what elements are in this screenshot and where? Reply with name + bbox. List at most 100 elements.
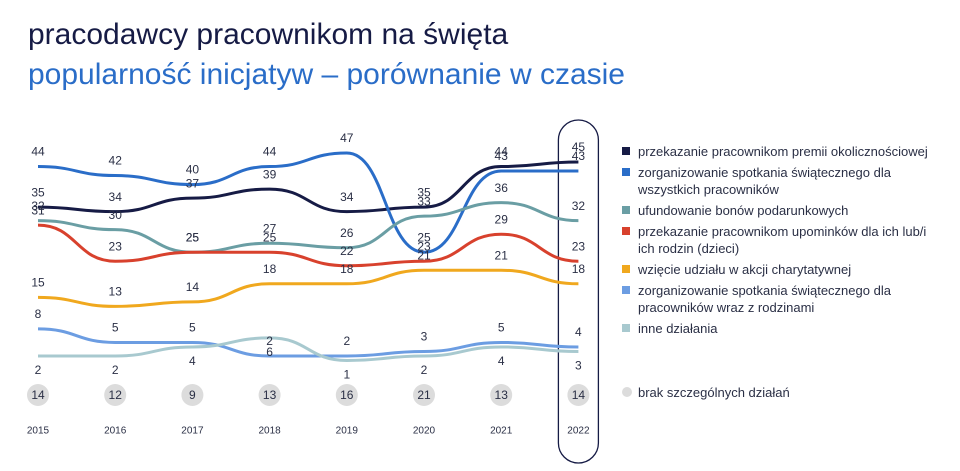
value-label: 33 bbox=[417, 194, 431, 208]
value-label: 3 bbox=[575, 359, 582, 373]
value-label: 4 bbox=[575, 325, 582, 339]
value-label: 31 bbox=[31, 203, 45, 217]
series-line bbox=[37, 268, 579, 308]
series-line bbox=[37, 327, 579, 358]
baseline-marker bbox=[567, 384, 590, 406]
legend-item: zorganizowanie spotkania świątecznego dl… bbox=[622, 164, 942, 198]
value-label: 5 bbox=[112, 321, 119, 335]
baseline-label: 9 bbox=[189, 388, 196, 402]
value-label: 43 bbox=[495, 149, 509, 163]
legend-item: brak szczególnych działań bbox=[622, 384, 942, 401]
baseline-marker bbox=[490, 384, 513, 406]
value-label: 13 bbox=[109, 285, 123, 299]
value-label: 18 bbox=[572, 262, 586, 276]
value-label: 5 bbox=[498, 321, 505, 335]
legend-swatch bbox=[622, 227, 630, 235]
baseline-label: 14 bbox=[572, 388, 586, 402]
value-label: 44 bbox=[495, 145, 509, 159]
value-label: 2 bbox=[421, 363, 428, 377]
series-line bbox=[37, 160, 579, 214]
value-label: 25 bbox=[186, 230, 200, 244]
legend-label: inne działania bbox=[638, 321, 718, 336]
series-line bbox=[37, 336, 579, 362]
legend-label: wzięcie udziału w akcji charytatywnej bbox=[638, 262, 852, 277]
value-label: 44 bbox=[263, 145, 277, 159]
baseline-marker bbox=[258, 384, 281, 406]
legend-item: ufundowanie bonów podarunkowych bbox=[622, 202, 942, 219]
legend-label: ufundowanie bonów podarunkowych bbox=[638, 203, 849, 218]
value-label: 2 bbox=[343, 334, 350, 348]
value-label: 2 bbox=[266, 334, 273, 348]
baseline-marker bbox=[181, 384, 204, 406]
baseline-label: 16 bbox=[340, 388, 354, 402]
series-line bbox=[37, 151, 579, 254]
value-label: 34 bbox=[340, 190, 354, 204]
value-label: 45 bbox=[572, 140, 586, 154]
value-label: 4 bbox=[189, 354, 196, 368]
value-label: 34 bbox=[109, 190, 123, 204]
value-label: 42 bbox=[109, 154, 123, 168]
legend-item: przekazanie pracownikom upominków dla ic… bbox=[622, 223, 942, 257]
legend-label: przekazanie pracownikom upominków dla ic… bbox=[638, 224, 927, 256]
value-label: 6 bbox=[266, 345, 273, 359]
value-label: 3 bbox=[421, 330, 428, 344]
legend-label: zorganizowanie spotkania świątecznego dl… bbox=[638, 165, 891, 197]
value-label: 30 bbox=[109, 208, 123, 222]
x-tick-label: 2018 bbox=[258, 426, 281, 437]
value-label: 2 bbox=[112, 363, 119, 377]
value-label: 26 bbox=[340, 226, 354, 240]
value-label: 25 bbox=[417, 230, 431, 244]
value-label: 27 bbox=[263, 221, 277, 235]
value-label: 35 bbox=[417, 185, 431, 199]
value-label: 18 bbox=[340, 262, 354, 276]
baseline-label: 12 bbox=[109, 388, 123, 402]
legend-swatch bbox=[622, 387, 632, 397]
baseline-marker bbox=[104, 384, 127, 406]
value-label: 14 bbox=[186, 280, 200, 294]
value-label: 43 bbox=[572, 149, 586, 163]
baseline-label: 14 bbox=[31, 388, 45, 402]
legend-label: zorganizowanie spotkania świątecznego dl… bbox=[638, 283, 891, 315]
value-label: 22 bbox=[340, 244, 354, 258]
x-tick-label: 2016 bbox=[104, 426, 127, 437]
value-label: 1 bbox=[343, 368, 350, 382]
value-label: 15 bbox=[31, 276, 45, 290]
value-label: 5 bbox=[189, 321, 196, 335]
x-tick-label: 2020 bbox=[413, 426, 436, 437]
value-label: 32 bbox=[31, 199, 45, 213]
value-label: 21 bbox=[417, 248, 431, 262]
value-label: 2 bbox=[35, 363, 42, 377]
value-label: 21 bbox=[495, 248, 509, 262]
value-label: 40 bbox=[186, 163, 200, 177]
legend-swatch bbox=[622, 324, 630, 332]
value-label: 23 bbox=[572, 239, 586, 253]
x-tick-label: 2015 bbox=[27, 426, 50, 437]
legend-swatch bbox=[622, 147, 630, 155]
baseline-marker bbox=[335, 384, 358, 406]
legend-item: przekazanie pracownikom premii okoliczno… bbox=[622, 143, 942, 160]
legend-item: zorganizowanie spotkania świątecznego dl… bbox=[622, 282, 942, 316]
legend-item: wzięcie udziału w akcji charytatywnej bbox=[622, 261, 942, 278]
value-label: 39 bbox=[263, 167, 277, 181]
value-label: 44 bbox=[31, 145, 45, 159]
value-label: 47 bbox=[340, 131, 354, 145]
legend-label: przekazanie pracownikom premii okoliczno… bbox=[638, 144, 928, 159]
x-tick-label: 2017 bbox=[181, 426, 204, 437]
value-label: 8 bbox=[35, 307, 42, 321]
value-label: 23 bbox=[417, 239, 431, 253]
legend-item: inne działania bbox=[622, 320, 942, 337]
x-tick-label: 2021 bbox=[490, 426, 513, 437]
series-line bbox=[37, 201, 579, 254]
value-label: 32 bbox=[572, 199, 586, 213]
baseline-label: 13 bbox=[263, 388, 277, 402]
value-label: 37 bbox=[186, 176, 200, 190]
legend-swatch bbox=[622, 168, 630, 176]
value-label: 29 bbox=[495, 212, 509, 226]
value-label: 25 bbox=[263, 230, 277, 244]
baseline-label: 13 bbox=[495, 388, 509, 402]
value-label: 25 bbox=[186, 230, 200, 244]
x-tick-label: 2022 bbox=[567, 426, 590, 437]
value-label: 35 bbox=[31, 185, 45, 199]
